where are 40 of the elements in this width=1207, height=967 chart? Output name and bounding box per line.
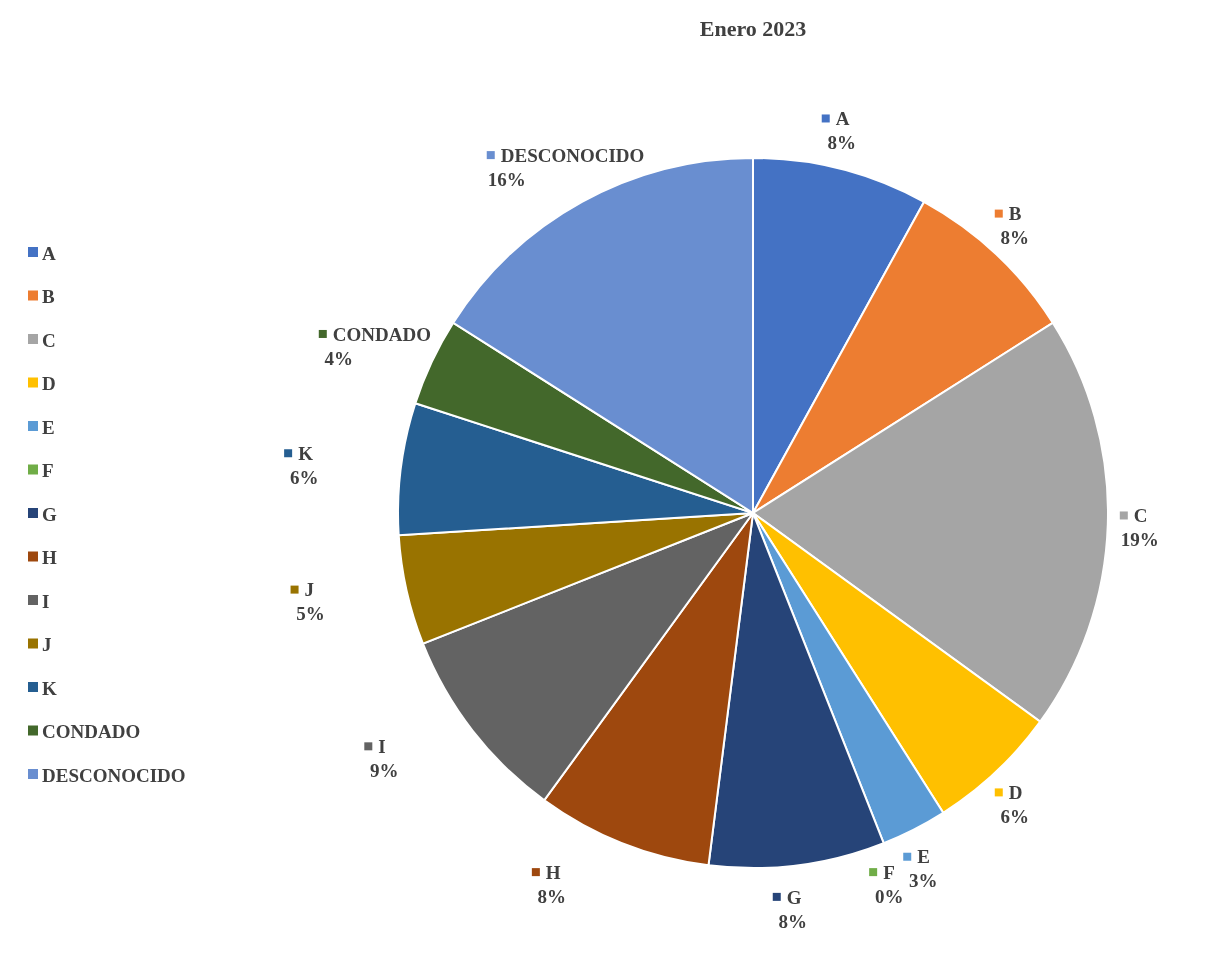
chart-title: Enero 2023 (699, 16, 807, 41)
legend-label: DESCONOCIDO (500, 144, 645, 166)
category-label: G (42, 503, 57, 525)
category-label: CONDADO (42, 721, 141, 743)
legend-label: CONDADO (332, 323, 431, 345)
data-label: 5% (296, 603, 325, 625)
legend-label: J (304, 579, 315, 601)
legend-label: H (545, 861, 561, 883)
data-label: 9% (370, 759, 399, 781)
category-label: C (42, 329, 56, 351)
category-label: F (42, 460, 54, 482)
legend-label: B (1008, 203, 1022, 225)
legend-label: G (786, 886, 802, 908)
text: 0% (874, 885, 904, 907)
legend-label: F (883, 861, 895, 883)
data-label: 8% (1000, 227, 1030, 249)
data-label: 4% (324, 347, 354, 369)
data-label: 6% (1000, 806, 1030, 828)
category-label: D (42, 373, 56, 395)
data-label: 8% (778, 910, 808, 932)
data-label: 3% (908, 870, 938, 892)
category-label: A (42, 242, 56, 264)
legend-label: I (378, 735, 386, 757)
data-label: 6% (289, 466, 319, 488)
data-label: 8% (827, 132, 856, 154)
category-label: E (42, 416, 55, 438)
legend-label: C (1133, 505, 1148, 527)
category-label: K (42, 677, 57, 699)
legend-label: D (1008, 782, 1023, 804)
category-label: DESCONOCIDO (42, 764, 186, 786)
data-label: 8% (537, 885, 567, 907)
category-label: I (42, 590, 50, 612)
legend-label: A (835, 108, 850, 130)
data-label: 16% (487, 168, 526, 190)
legend-label: E (917, 846, 930, 868)
data-label: 19% (1120, 529, 1159, 551)
category-label: J (42, 634, 52, 656)
legend-label: K (298, 442, 314, 464)
category-label: H (42, 547, 57, 569)
category-label: B (42, 286, 55, 308)
